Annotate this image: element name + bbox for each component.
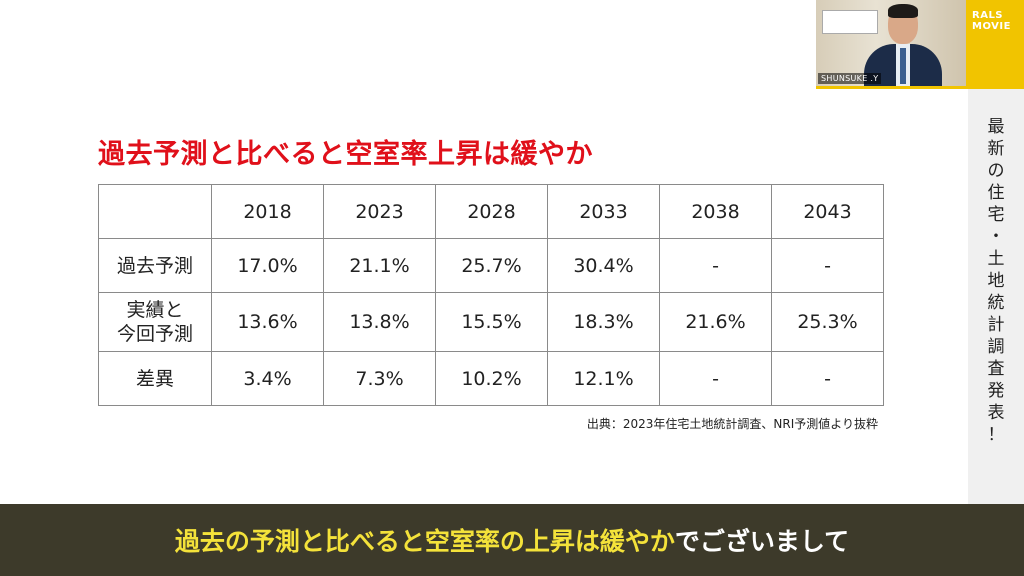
- logo-line: RALS: [972, 10, 1004, 21]
- table-cell-highlight: 12.1%: [547, 351, 660, 406]
- channel-logo: RALS MOVIE: [966, 0, 1024, 89]
- side-title-char: 統: [987, 293, 1005, 313]
- table-cell: 17.0%: [211, 238, 324, 293]
- side-title-char: 査: [987, 359, 1005, 379]
- row-label-text: 実績と: [126, 299, 184, 321]
- row-label: 実績と 今回予測: [98, 292, 212, 352]
- table-cell: -: [659, 351, 772, 406]
- subtitle-rest: でございまして: [674, 527, 850, 556]
- table-cell: 13.8%: [323, 292, 436, 352]
- subtitle-text: 過去の予測と比べると空室率の上昇は緩やかでございまして: [0, 522, 1024, 558]
- table-cell-highlight: 7.3%: [323, 351, 436, 406]
- row-label-text: 今回予測: [116, 323, 193, 345]
- side-title-char: 表: [987, 403, 1005, 423]
- side-title-char: 計: [987, 315, 1005, 335]
- subtitle-highlight: 過去の予測と比べると空室率の上昇は緩やか: [174, 527, 675, 556]
- source-note: 出典：2023年住宅土地統計調査、NRI予測値より抜粋: [586, 417, 878, 431]
- year-header: 2038: [659, 184, 772, 239]
- webcam-feed: SHUNSUKE .Y: [816, 0, 966, 89]
- side-title-char: 地: [987, 271, 1005, 291]
- table-cell-highlight: 10.2%: [435, 351, 548, 406]
- side-title-char: 最: [987, 117, 1005, 137]
- subtitle-bar: 過去の予測と比べると空室率の上昇は緩やかでございまして: [0, 504, 1024, 576]
- row-label-text: 過去予測: [116, 254, 193, 277]
- table-row-difference: 差異 3.4% 7.3% 10.2% 12.1% - -: [98, 351, 884, 406]
- side-panel-title: 最新の住宅・土地統計調査発表！: [968, 116, 1024, 446]
- year-header: 2018: [211, 184, 324, 239]
- table-cell: -: [771, 351, 884, 406]
- side-title-char: 発: [987, 381, 1005, 401]
- table-corner-cell: [98, 184, 212, 239]
- year-header: 2043: [771, 184, 884, 239]
- side-title-char: の: [987, 161, 1005, 181]
- presenter-name-tag: SHUNSUKE .Y: [818, 73, 882, 84]
- presenter-hair: [888, 4, 918, 18]
- side-title-char: 調: [987, 337, 1005, 357]
- table-cell: -: [771, 238, 884, 293]
- vacancy-rate-table: 2018 2023 2028 2033 2038 2043 過去予測 17.0%…: [98, 184, 884, 406]
- webcam-wall-sign: [822, 10, 878, 34]
- table-cell: 30.4%: [547, 238, 660, 293]
- table-cell: 25.3%: [771, 292, 884, 352]
- year-header: 2023: [323, 184, 436, 239]
- side-title-char: 住: [987, 183, 1005, 203]
- table-cell: 25.7%: [435, 238, 548, 293]
- table-row-actual-current: 実績と 今回予測 13.6% 13.8% 15.5% 18.3% 21.6% 2…: [98, 292, 884, 352]
- side-panel: 最新の住宅・土地統計調査発表！: [968, 88, 1024, 504]
- table-cell: 21.1%: [323, 238, 436, 293]
- slide-title: 過去予測と比べると空室率上昇は緩やか: [98, 139, 593, 170]
- table-cell: 15.5%: [435, 292, 548, 352]
- table-cell: 18.3%: [547, 292, 660, 352]
- side-title-char: ！: [987, 425, 1005, 445]
- year-header: 2033: [547, 184, 660, 239]
- table-cell: 13.6%: [211, 292, 324, 352]
- logo-text: RALS MOVIE: [972, 10, 1011, 32]
- table-cell: 21.6%: [659, 292, 772, 352]
- table-cell-highlight: 3.4%: [211, 351, 324, 406]
- table-header-row: 2018 2023 2028 2033 2038 2043: [98, 184, 884, 239]
- table-cell: -: [659, 238, 772, 293]
- year-header: 2028: [435, 184, 548, 239]
- presenter-tie: [900, 48, 906, 84]
- side-title-char: 宅: [987, 205, 1005, 225]
- logo-line: MOVIE: [972, 21, 1011, 32]
- table-row-past-forecast: 過去予測 17.0% 21.1% 25.7% 30.4% - -: [98, 238, 884, 293]
- row-label: 過去予測: [98, 238, 212, 293]
- side-title-char: 土: [987, 249, 1005, 269]
- side-title-char: ・: [987, 227, 1005, 247]
- side-title-char: 新: [987, 139, 1005, 159]
- row-label-text: 差異: [135, 367, 174, 390]
- row-label: 差異: [98, 351, 212, 406]
